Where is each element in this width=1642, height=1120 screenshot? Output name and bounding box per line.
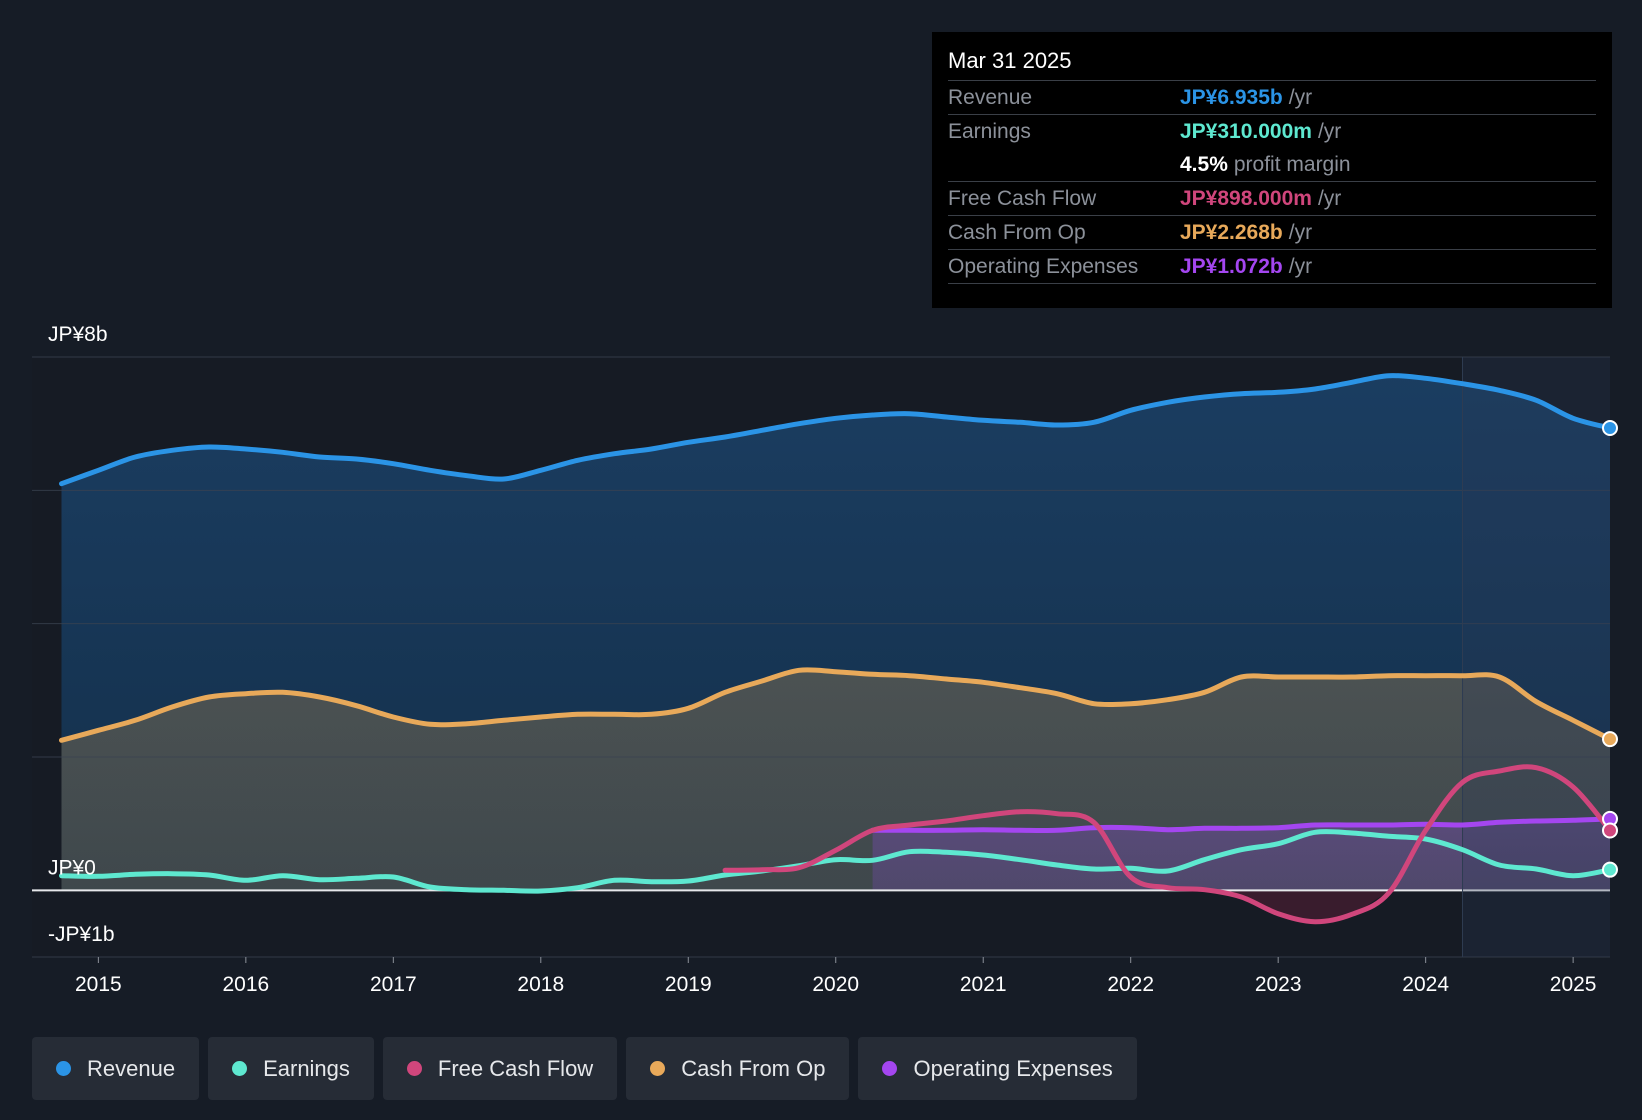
- operating-expenses-line: [870, 816, 1613, 834]
- x-tick-label: 2022: [1107, 973, 1154, 996]
- tooltip-label: Earnings: [948, 119, 1031, 143]
- x-tick-label: 2024: [1402, 973, 1449, 996]
- tooltip-row-profit-margin: 4.5% profit margin: [948, 148, 1596, 181]
- tooltip-row-free-cash-flow: Free Cash Flow JP¥898.000m /yr: [948, 181, 1596, 215]
- y-tick-label: JP¥0: [48, 856, 96, 879]
- tooltip-profit-margin-note: profit margin: [1233, 152, 1351, 176]
- tooltip-unit: /yr: [1288, 85, 1313, 109]
- legend-item-cash-from-op[interactable]: Cash From Op: [626, 1037, 850, 1100]
- free-cash-flow-end-point: [1602, 822, 1618, 839]
- x-tick-label: 2019: [665, 973, 712, 996]
- legend-dot-icon: [882, 1061, 898, 1076]
- tooltip-label: Revenue: [948, 85, 1033, 109]
- cash-from-op-line: [59, 667, 1613, 743]
- tooltip-unit: /yr: [1288, 254, 1313, 278]
- tooltip-row-revenue: Revenue JP¥6.935b /yr: [948, 80, 1596, 114]
- tooltip-profit-margin-value: 4.5%: [1180, 152, 1228, 176]
- legend-item-operating-expenses[interactable]: Operating Expenses: [858, 1037, 1137, 1100]
- free-cash-flow-line: [722, 764, 1613, 925]
- legend-dot-icon: [56, 1061, 71, 1076]
- y-tick-label: -JP¥1b: [48, 923, 115, 946]
- x-tick-label: 2025: [1550, 973, 1597, 996]
- legend-label: Revenue: [87, 1055, 176, 1081]
- tooltip-unit: /yr: [1288, 220, 1313, 244]
- past-data-shade: [1462, 357, 1610, 957]
- tooltip-label: Free Cash Flow: [948, 186, 1097, 210]
- legend-dot-icon: [406, 1061, 422, 1076]
- y-tick-label: JP¥8b: [48, 323, 108, 346]
- x-tick-label: 2020: [812, 973, 859, 996]
- tooltip-value: JP¥310.000m: [1180, 119, 1312, 143]
- x-tick-label: 2023: [1255, 973, 1302, 996]
- legend-label: Earnings: [263, 1055, 350, 1081]
- tooltip-row-operating-expenses: Operating Expenses JP¥1.072b /yr: [948, 249, 1596, 284]
- cash-from-op-end-point: [1602, 731, 1618, 748]
- legend-dot-icon: [650, 1061, 666, 1076]
- x-tick-label: 2017: [370, 973, 417, 996]
- x-tick-label: 2016: [222, 973, 269, 996]
- tooltip-value: JP¥6.935b: [1180, 85, 1283, 109]
- tooltip-value: JP¥1.072b: [1180, 254, 1283, 278]
- legend-label: Cash From Op: [681, 1055, 826, 1081]
- legend-item-free-cash-flow[interactable]: Free Cash Flow: [382, 1037, 618, 1100]
- revenue-end-point: [1602, 420, 1618, 436]
- x-tick-label: 2018: [517, 973, 564, 996]
- x-tick-label: 2021: [960, 973, 1007, 996]
- tooltip-date: Mar 31 2025: [948, 48, 1072, 73]
- revenue-line: [59, 373, 1613, 487]
- tooltip-value: JP¥898.000m: [1180, 186, 1312, 210]
- legend-label: Free Cash Flow: [437, 1055, 594, 1081]
- tooltip-row-earnings: Earnings JP¥310.000m /yr: [948, 114, 1596, 148]
- earnings-line: [59, 829, 1613, 894]
- legend-label: Operating Expenses: [913, 1055, 1113, 1081]
- tooltip-label: Operating Expenses: [948, 254, 1139, 278]
- tooltip-row-cash-from-op: Cash From Op JP¥2.268b /yr: [948, 215, 1596, 249]
- tooltip-unit: /yr: [1317, 186, 1342, 210]
- legend-item-earnings[interactable]: Earnings: [208, 1037, 374, 1100]
- legend-item-revenue[interactable]: Revenue: [32, 1037, 200, 1100]
- legend-dot-icon: [232, 1061, 248, 1076]
- tooltip: Mar 31 2025 Revenue JP¥6.935b /yr Earnin…: [932, 32, 1612, 308]
- x-tick-label: 2015: [75, 973, 122, 996]
- tooltip-unit: /yr: [1317, 119, 1342, 143]
- tooltip-label: Cash From Op: [948, 220, 1086, 244]
- tooltip-value: JP¥2.268b: [1180, 220, 1283, 244]
- earnings-end-point: [1602, 861, 1618, 878]
- legend: Revenue Earnings Free Cash Flow Cash Fro…: [32, 1037, 1137, 1100]
